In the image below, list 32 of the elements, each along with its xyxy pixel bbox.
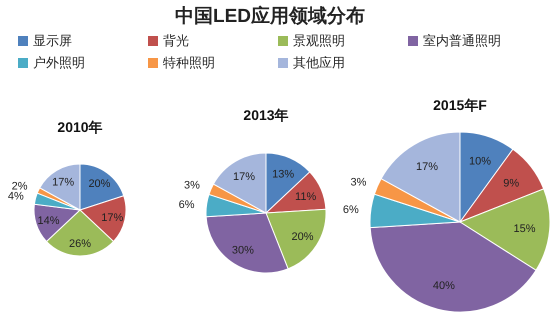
- data-label: 40%: [432, 280, 456, 292]
- chart-title: 2013年: [243, 107, 289, 123]
- data-label: 26%: [68, 238, 92, 250]
- data-label: 20%: [88, 178, 111, 190]
- data-label: 17%: [416, 161, 438, 174]
- data-label: 2%: [12, 180, 28, 192]
- data-label: 10%: [469, 155, 492, 168]
- data-label: 15%: [513, 223, 536, 236]
- legend-label: 室内普通照明: [423, 33, 501, 48]
- data-label: 3%: [350, 176, 367, 188]
- text: 2010年: [57, 119, 103, 135]
- data-label: 11%: [295, 190, 316, 203]
- data-label: 17%: [232, 170, 256, 183]
- legend-label: 显示屏: [33, 33, 72, 48]
- legend-label: 其他应用: [293, 55, 345, 70]
- text: 中国LED应用领域分布: [175, 5, 365, 27]
- data-label: 6%: [178, 198, 195, 211]
- data-label: 13%: [272, 168, 294, 180]
- legend-label: 户外照明: [33, 55, 85, 70]
- data-label: 14%: [37, 215, 60, 228]
- data-label: 3%: [184, 179, 200, 192]
- data-label: 4%: [8, 190, 24, 203]
- chart-title: 2015年F: [433, 97, 488, 113]
- legend-label: 特种照明: [163, 55, 215, 70]
- legend-label: 景观照明: [293, 33, 345, 48]
- data-label: 30%: [232, 244, 254, 256]
- data-label: 17%: [52, 176, 74, 188]
- data-label: 6%: [342, 204, 360, 216]
- data-label: 20%: [291, 231, 314, 244]
- data-label: 17%: [101, 212, 124, 224]
- data-label: 9%: [503, 177, 520, 190]
- legend-label: 背光: [163, 33, 189, 48]
